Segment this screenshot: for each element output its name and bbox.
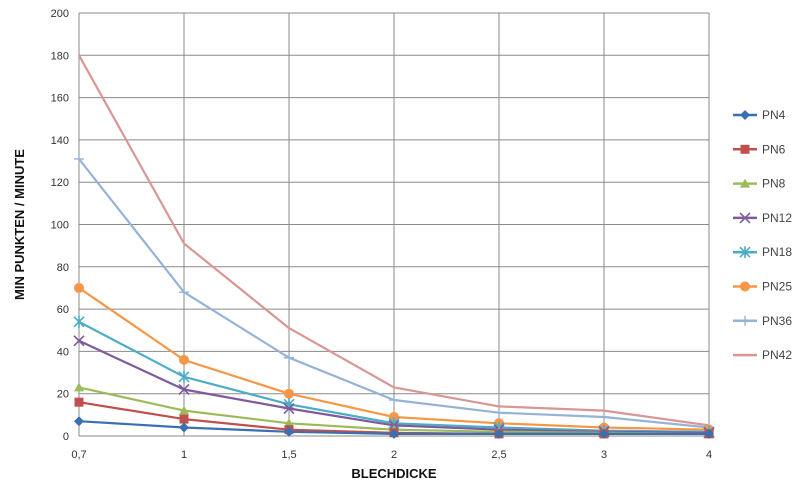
y-axis-label: MIN PUNKTEN / MINUTE bbox=[12, 149, 27, 300]
y-tick-label: 160 bbox=[51, 93, 69, 105]
data-point bbox=[179, 354, 189, 365]
x-tick-label: 2 bbox=[391, 449, 397, 461]
x-axis-label: BLECHDICKE bbox=[351, 466, 437, 481]
y-tick-labels: 0 20 40 60 80 100 120 140 160 180 200 bbox=[51, 8, 69, 443]
legend-label: PN18 bbox=[762, 245, 792, 259]
legend-label: PN8 bbox=[762, 177, 786, 191]
y-tick-label: 100 bbox=[51, 220, 69, 232]
data-point bbox=[704, 428, 714, 439]
series-pn36 bbox=[74, 153, 714, 433]
data-point bbox=[74, 153, 84, 164]
legend-item: PN18 bbox=[733, 245, 792, 259]
data-point bbox=[284, 426, 294, 437]
legend-item: PN25 bbox=[733, 280, 792, 294]
y-tick-label: 80 bbox=[57, 262, 69, 274]
legend-label: PN36 bbox=[762, 314, 792, 328]
legend-marker bbox=[740, 110, 750, 120]
y-tick-label: 40 bbox=[57, 346, 69, 358]
legend-label: PN4 bbox=[762, 108, 786, 122]
legend-item: PN12 bbox=[733, 211, 792, 225]
data-point bbox=[73, 315, 85, 328]
legend-marker bbox=[740, 315, 750, 326]
data-point bbox=[74, 382, 84, 392]
legend-marker bbox=[739, 246, 751, 259]
data-point bbox=[284, 388, 294, 399]
legend-marker bbox=[739, 212, 751, 224]
legend-item: PN4 bbox=[733, 108, 786, 122]
data-point bbox=[74, 397, 84, 407]
series-pn4 bbox=[74, 416, 714, 439]
data-point bbox=[179, 422, 189, 433]
legend-marker bbox=[740, 144, 750, 154]
data-point bbox=[179, 414, 189, 424]
x-tick-label: 1 bbox=[181, 449, 187, 461]
x-tick-label: 1,5 bbox=[281, 449, 296, 461]
x-tick-label: 2,5 bbox=[491, 449, 506, 461]
data-point bbox=[599, 428, 609, 439]
y-tick-label: 180 bbox=[51, 50, 69, 62]
x-tick-labels: 0,7 1 1,5 2 2,5 3 4 bbox=[71, 449, 712, 461]
data-point bbox=[389, 395, 399, 406]
legend-item: PN8 bbox=[733, 177, 786, 191]
y-tick-label: 0 bbox=[63, 431, 69, 443]
data-point bbox=[389, 411, 399, 422]
legend-label: PN6 bbox=[762, 142, 786, 156]
y-tick-label: 140 bbox=[51, 135, 69, 147]
data-point bbox=[494, 407, 504, 418]
y-tick-label: 200 bbox=[51, 8, 69, 20]
legend-marker bbox=[740, 281, 750, 292]
data-point bbox=[389, 428, 399, 439]
legend-item: PN36 bbox=[733, 314, 792, 328]
data-point bbox=[74, 282, 84, 293]
data-point bbox=[73, 335, 85, 347]
x-tick-label: 4 bbox=[706, 449, 712, 461]
data-point bbox=[178, 370, 190, 383]
data-point bbox=[599, 411, 609, 422]
y-tick-label: 120 bbox=[51, 177, 69, 189]
legend-marker bbox=[740, 178, 750, 188]
y-tick-label: 60 bbox=[57, 304, 69, 316]
data-point bbox=[283, 402, 295, 415]
data-point bbox=[284, 418, 294, 428]
legend-item: PN6 bbox=[733, 142, 786, 156]
data-point bbox=[178, 383, 190, 396]
data-point bbox=[494, 428, 504, 439]
series-pn42 bbox=[78, 54, 710, 427]
data-point bbox=[284, 352, 294, 363]
legend-label: PN25 bbox=[762, 280, 792, 294]
grid-lines bbox=[78, 12, 710, 437]
legend-label: PN12 bbox=[762, 211, 792, 225]
legend-label: PN42 bbox=[762, 348, 792, 362]
data-point bbox=[179, 405, 189, 415]
data-point bbox=[179, 287, 189, 298]
series-line bbox=[78, 54, 710, 427]
x-tick-label: 3 bbox=[601, 449, 607, 461]
data-point bbox=[74, 416, 84, 427]
legend-item: PN42 bbox=[733, 348, 792, 362]
x-tick-label: 0,7 bbox=[71, 449, 86, 461]
y-tick-label: 20 bbox=[57, 389, 69, 401]
series-lines bbox=[73, 54, 715, 439]
legend: PN4 PN6 PN8 PN12 PN18 PN25 PN36 PN42 bbox=[733, 108, 792, 362]
